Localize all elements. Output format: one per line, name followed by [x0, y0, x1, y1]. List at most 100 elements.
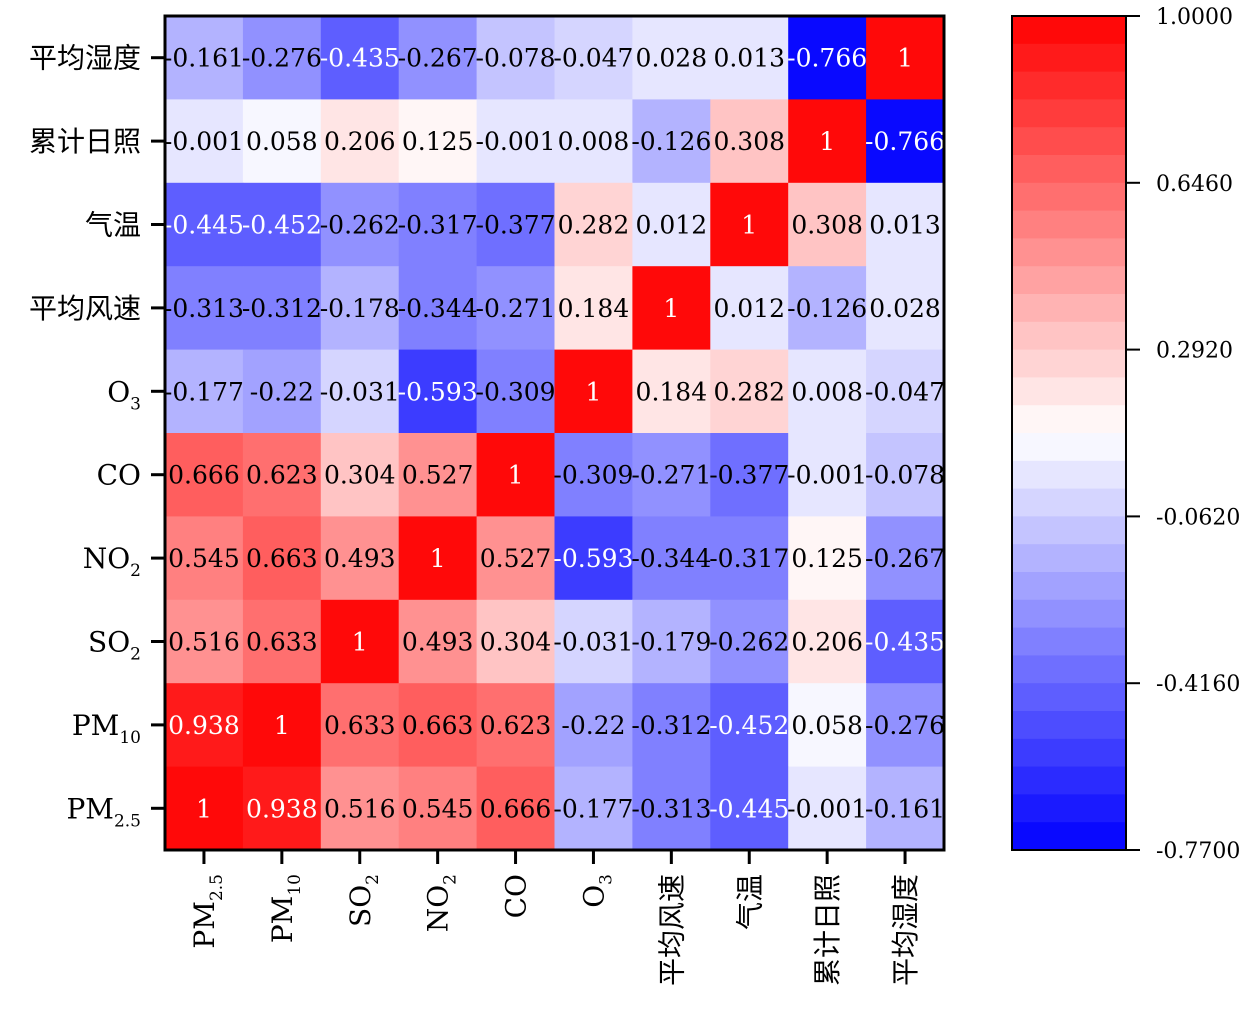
heatmap-cell — [320, 349, 400, 434]
heatmap-cell — [554, 599, 633, 684]
x-tick-label: NO2 — [422, 874, 461, 932]
cell-value-label: 0.028 — [636, 44, 708, 73]
cell-value-label: 1 — [585, 377, 601, 406]
heatmap-cell — [788, 766, 867, 851]
colorbar-step — [1012, 210, 1126, 239]
cell-value-label: 0.633 — [324, 711, 396, 740]
cell-value-label: 0.527 — [480, 544, 552, 573]
heatmap-cell — [165, 599, 244, 684]
heatmap-cell — [554, 182, 633, 267]
cell-value-label: -0.001 — [787, 461, 867, 490]
colorbar-step — [1012, 349, 1126, 378]
y-tick-label: SO2 — [88, 626, 141, 665]
y-tick-label: NO2 — [83, 542, 141, 581]
x-tick-label: O3 — [577, 874, 616, 908]
heatmap-cell — [242, 599, 322, 684]
heatmap-cell — [632, 599, 711, 684]
heatmap-cells — [165, 16, 945, 851]
heatmap-cell — [710, 433, 789, 517]
colorbar-step — [1012, 460, 1126, 490]
colorbar-step — [1012, 738, 1126, 768]
y-tick-label: O3 — [107, 375, 141, 414]
colorbar-step — [1012, 182, 1126, 212]
colorbar-tick-label: -0.7700 — [1156, 839, 1240, 864]
heatmap-cell — [242, 182, 322, 267]
heatmap-cell — [788, 599, 867, 684]
heatmap-cell — [788, 182, 867, 267]
cell-value-label: 0.633 — [246, 628, 318, 657]
cell-value-label: -0.178 — [320, 294, 400, 323]
cell-value-label: -0.344 — [398, 294, 478, 323]
x-tick-label: 平均风速 — [655, 874, 688, 986]
heatmap-cell — [476, 182, 555, 267]
cell-value-label: 0.184 — [558, 294, 630, 323]
heatmap-cell — [398, 766, 478, 851]
heatmap-cell — [398, 516, 478, 601]
heatmap-cell — [165, 766, 244, 851]
heatmap-cell — [554, 433, 633, 517]
cell-value-label: 0.184 — [636, 377, 708, 406]
y-tick-label: 平均湿度 — [29, 42, 141, 75]
cell-value-label: 0.938 — [246, 794, 318, 823]
cell-value-label: 0.125 — [791, 544, 863, 573]
colorbar-step — [1012, 766, 1126, 795]
colorbar-step — [1012, 127, 1126, 156]
colorbar-tick-label: -0.4160 — [1156, 672, 1240, 697]
cell-value-label: -0.344 — [631, 544, 711, 573]
heatmap-cell — [320, 683, 400, 768]
cell-value-label: -0.161 — [865, 794, 945, 823]
heatmap-cell — [866, 16, 945, 100]
heatmap-cell — [165, 516, 244, 601]
cell-value-label: -0.435 — [865, 628, 945, 657]
heatmap-cell-labels: -0.161-0.276-0.435-0.267-0.078-0.047 0.02… — [164, 44, 945, 824]
cell-value-label: 1 — [663, 294, 679, 323]
heatmap-cell — [398, 683, 478, 768]
cell-value-label: -0.267 — [865, 544, 945, 573]
heatmap-cell — [866, 266, 945, 351]
cell-value-label: -0.766 — [787, 44, 867, 73]
cell-value-label: -0.309 — [553, 461, 633, 490]
cell-value-label: 0.304 — [324, 461, 396, 490]
x-tick-label: 累计日照 — [811, 874, 844, 986]
heatmap-cell — [320, 16, 400, 100]
heatmap-cell — [476, 266, 555, 351]
cell-value-label: -0.078 — [865, 461, 945, 490]
heatmap-cell — [632, 99, 711, 184]
heatmap-cell — [632, 516, 711, 601]
cell-value-label: 0.527 — [402, 461, 474, 490]
cell-value-label: 0.545 — [402, 794, 474, 823]
heatmap-cell — [320, 766, 400, 851]
heatmap-cell — [242, 433, 322, 517]
x-tick-label: PM10 — [266, 874, 305, 943]
heatmap-cell — [710, 683, 789, 768]
colorbar-step — [1012, 822, 1126, 851]
cell-value-label: -0.593 — [398, 377, 478, 406]
cell-value-label: -0.435 — [320, 44, 400, 73]
heatmap-cell — [554, 266, 633, 351]
x-tick-label: SO2 — [344, 874, 383, 927]
colorbar-step — [1012, 544, 1126, 573]
y-tick-label: 累计日照 — [29, 125, 141, 158]
colorbar-step — [1012, 433, 1126, 462]
heatmap-cell — [242, 683, 322, 768]
x-tick-label: 气温 — [733, 874, 766, 930]
cell-value-label: 1 — [508, 461, 524, 490]
heatmap-cell — [476, 16, 555, 100]
cell-value-label: -0.271 — [476, 294, 556, 323]
plot-frame — [163, 14, 946, 852]
heatmap-cell — [320, 266, 400, 351]
heatmap-cell — [710, 99, 789, 184]
heatmap-cell — [476, 516, 555, 601]
cell-value-label: -0.262 — [709, 628, 789, 657]
colorbar-step — [1012, 238, 1126, 267]
heatmap-cell — [242, 99, 322, 184]
colorbar-tick-label: 0.6460 — [1156, 172, 1233, 197]
cell-value-label: -0.276 — [865, 711, 945, 740]
heatmap-cell — [788, 266, 867, 351]
heatmap-cell — [632, 433, 711, 517]
heatmap-cell — [710, 516, 789, 601]
cell-value-label: -0.317 — [398, 211, 478, 240]
colorbar-step — [1012, 516, 1126, 545]
heatmap-cell — [710, 599, 789, 684]
